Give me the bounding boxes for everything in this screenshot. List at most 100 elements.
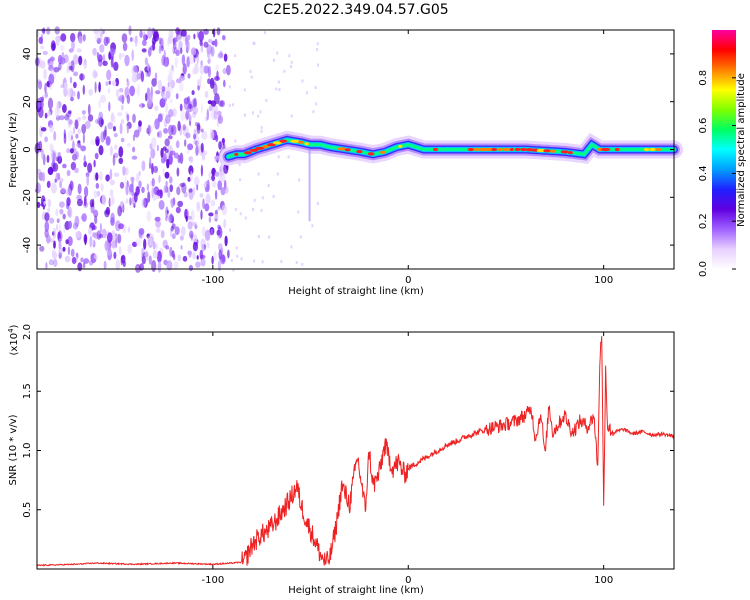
noise-blob: [210, 46, 215, 57]
y-tick-label: 0: [22, 146, 33, 152]
ridge-hotspot: [356, 150, 363, 154]
noise-blob: [189, 230, 194, 239]
noise-blob: [82, 132, 85, 144]
noise-blob: [100, 131, 105, 143]
ridge-hotspot: [600, 147, 611, 152]
noise-blob: [49, 68, 55, 74]
noise-blob: [166, 158, 170, 169]
noise-blob: [126, 125, 129, 134]
noise-blob: [151, 260, 157, 272]
noise-blob: [206, 49, 210, 58]
x-tick-label: 0: [405, 275, 411, 286]
noise-speck: [257, 172, 260, 176]
noise-blob: [108, 80, 111, 85]
noise-blob: [192, 112, 197, 118]
noise-blob: [120, 137, 125, 143]
noise-blob: [59, 208, 64, 215]
noise-blob: [96, 190, 101, 197]
noise-blob: [55, 208, 59, 217]
noise-blob: [191, 221, 198, 226]
noise-blob: [214, 190, 218, 200]
noise-blob: [93, 159, 96, 168]
noise-blob: [99, 222, 102, 233]
noise-blob: [126, 143, 131, 148]
ridge-hotspot: [596, 147, 603, 152]
noise-blob: [177, 200, 184, 208]
noise-blob: [77, 262, 83, 272]
noise-blob: [129, 37, 133, 42]
noise-speck: [283, 69, 286, 73]
noise-blob: [100, 31, 103, 43]
colorbar: 0.0 0.2 0.4 0.6 0.8 Normalized spectral ampl…: [698, 30, 747, 277]
noise-speck: [239, 178, 242, 182]
noise-blob: [157, 261, 162, 273]
noise-blob: [130, 176, 135, 182]
noise-blob: [165, 216, 168, 222]
ridge-hotspot: [509, 147, 514, 152]
noise-blob: [209, 128, 215, 140]
noise-blob: [187, 215, 192, 220]
noise-blob: [165, 206, 169, 218]
noise-blob: [86, 174, 89, 187]
noise-speck: [260, 125, 263, 129]
noise-blob: [180, 245, 183, 250]
colorbar-tick-label: 0.8: [698, 70, 709, 86]
noise-blob: [149, 45, 156, 51]
noise-blob: [188, 264, 193, 272]
noise-blob: [200, 128, 204, 133]
noise-blob: [68, 110, 72, 115]
noise-speck: [249, 69, 252, 73]
noise-blob: [83, 195, 87, 207]
noise-blob: [66, 197, 71, 207]
noise-blob: [110, 217, 115, 226]
ridge-hotspot: [337, 147, 347, 151]
noise-speck: [228, 85, 231, 89]
noise-speck: [260, 129, 263, 133]
noise-blob: [91, 239, 95, 247]
noise-blob: [138, 180, 142, 189]
noise-blob: [175, 49, 180, 56]
colorbar-tick-label: 0.0: [698, 261, 709, 277]
noise-blob: [168, 86, 173, 94]
noise-blob: [146, 210, 152, 222]
noise-blob: [110, 56, 114, 68]
noise-blob: [199, 39, 203, 46]
noise-blob: [120, 119, 125, 124]
noise-blob: [69, 76, 73, 84]
noise-blob: [67, 209, 71, 217]
noise-blob: [201, 243, 206, 252]
noise-blob: [91, 225, 97, 231]
noise-blob: [124, 54, 130, 67]
noise-blob: [44, 136, 48, 143]
noise-blob: [53, 258, 58, 268]
noise-blob: [49, 56, 55, 62]
chart-title: C2E5.2022.349.04.57.G05: [263, 2, 448, 18]
noise-blob: [175, 27, 181, 35]
ridge-hotspot: [483, 147, 494, 152]
noise-blob: [153, 122, 156, 129]
noise-speck: [315, 102, 318, 106]
noise-blob: [113, 172, 120, 177]
noise-blob: [227, 249, 230, 259]
noise-blob: [167, 135, 173, 140]
noise-blob: [42, 93, 48, 99]
noise-blob: [188, 251, 192, 258]
noise-blob: [177, 154, 181, 164]
spectrogram-noise-region: [34, 25, 319, 273]
noise-blob: [121, 94, 125, 105]
noise-blob: [58, 252, 62, 259]
noise-blob: [117, 96, 123, 102]
noise-blob: [103, 36, 109, 47]
noise-blob: [136, 186, 141, 195]
noise-blob: [204, 150, 208, 156]
noise-blob: [84, 120, 91, 129]
noise-blob: [133, 129, 140, 138]
noise-blob: [151, 78, 157, 87]
noise-blob: [157, 131, 160, 138]
noise-blob: [171, 64, 174, 72]
noise-blob: [207, 38, 213, 44]
noise-blob: [47, 59, 51, 64]
noise-blob: [185, 40, 190, 52]
noise-blob: [94, 152, 99, 160]
spectrogram-x-axis-label: Height of straight line (km): [288, 286, 424, 297]
